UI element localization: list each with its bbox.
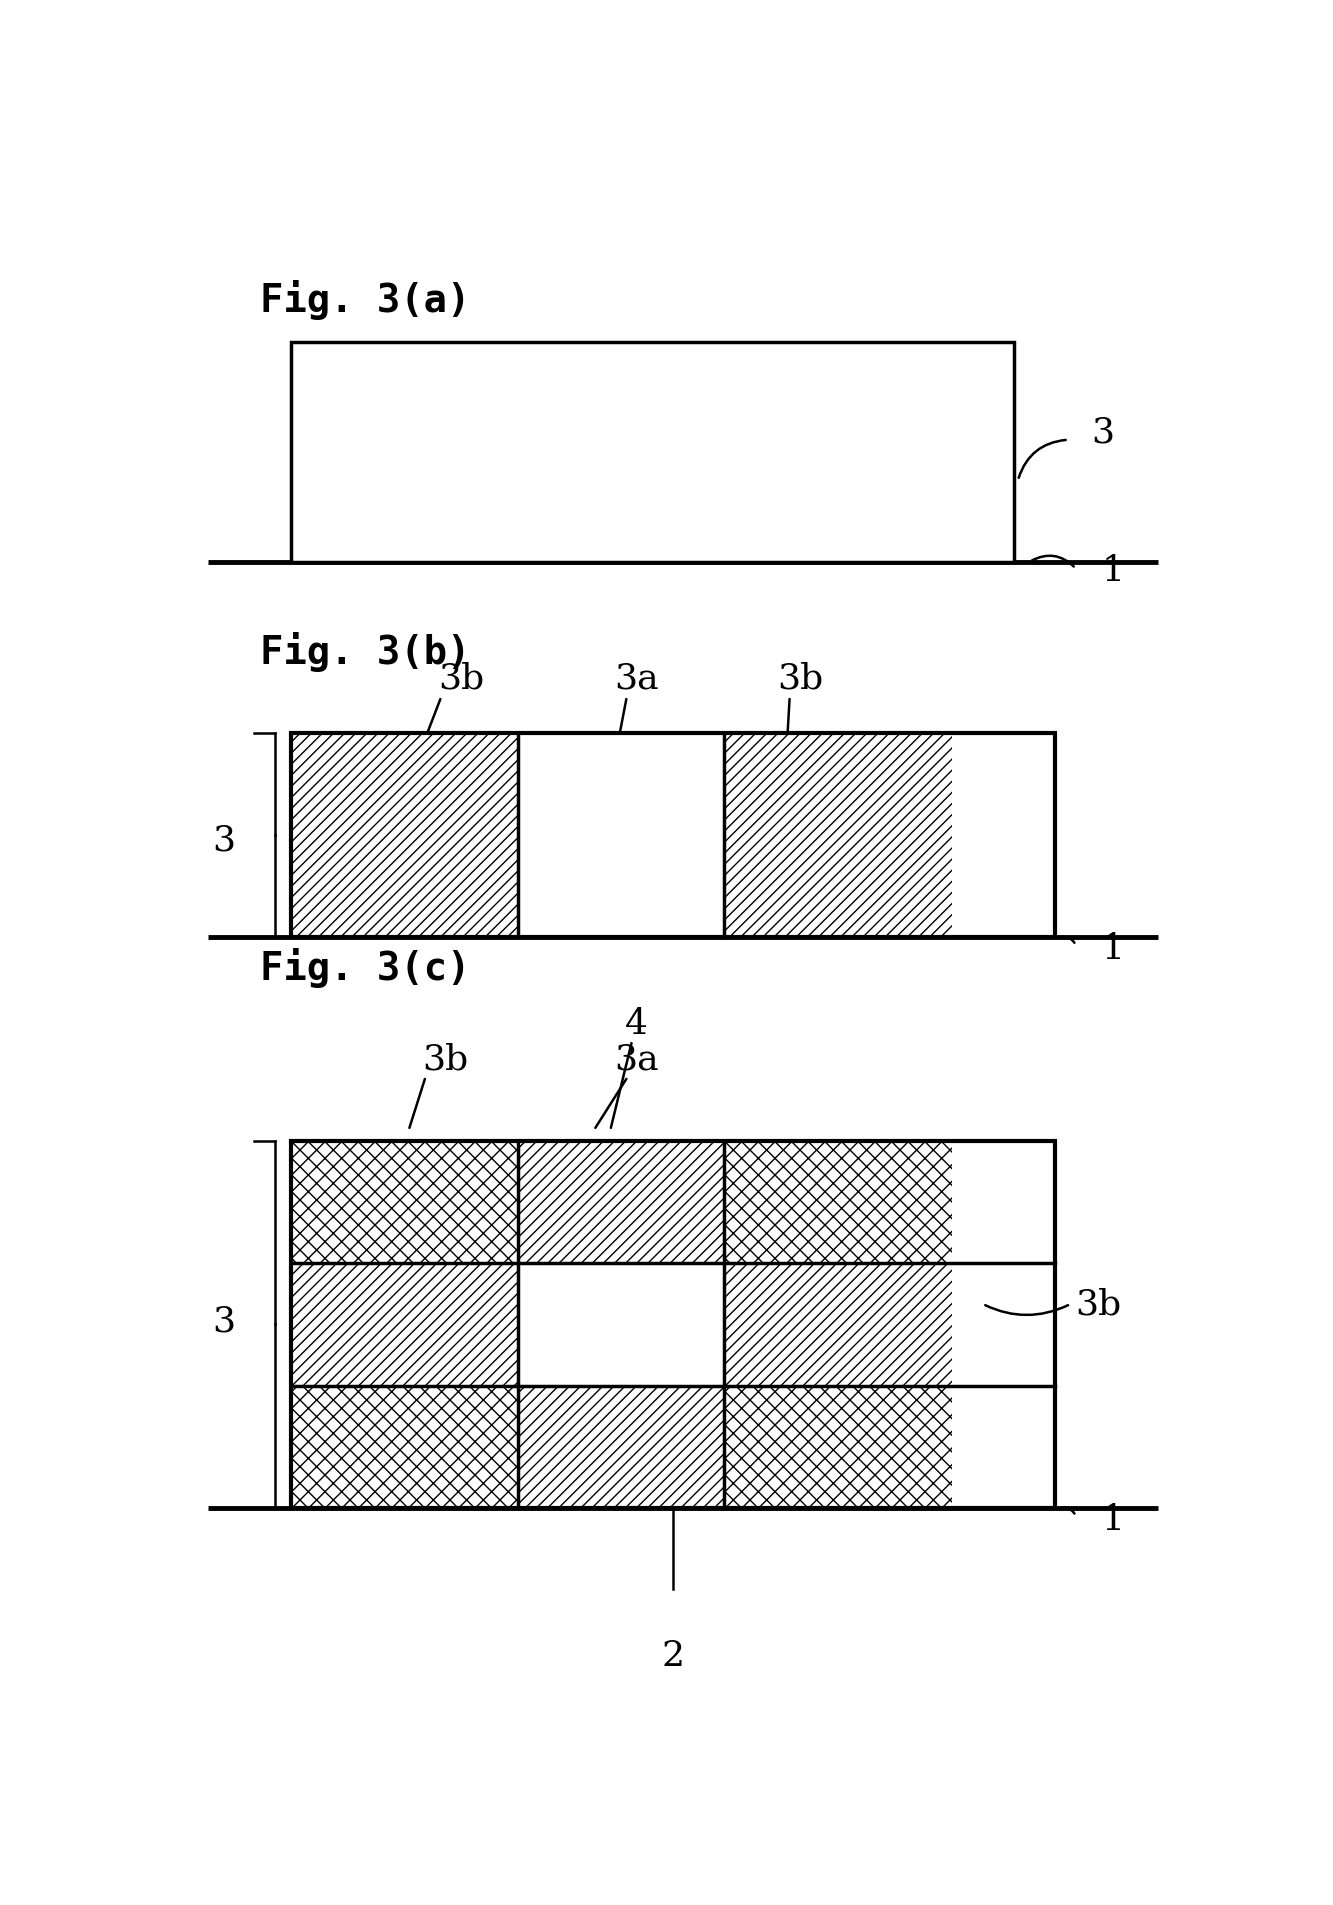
Bar <box>291 1385 517 1509</box>
Text: 3b: 3b <box>423 1042 469 1076</box>
FancyArrowPatch shape <box>1062 1507 1074 1514</box>
Text: Fig. 3(c): Fig. 3(c) <box>260 947 471 987</box>
Text: 2: 2 <box>661 1638 684 1673</box>
Text: 3b: 3b <box>777 661 822 695</box>
Bar <box>291 1141 1056 1509</box>
Bar <box>725 1263 952 1385</box>
Text: 1: 1 <box>1101 554 1125 589</box>
Text: 3a: 3a <box>615 1042 659 1076</box>
Bar <box>725 1385 952 1509</box>
Text: 3: 3 <box>1092 415 1114 450</box>
FancyArrowPatch shape <box>1062 937 1074 943</box>
Text: 3a: 3a <box>615 661 659 695</box>
Bar <box>725 733 952 937</box>
FancyArrowPatch shape <box>1018 440 1065 478</box>
Text: 1: 1 <box>1101 1503 1125 1537</box>
Text: 4: 4 <box>625 1006 648 1040</box>
Text: 1: 1 <box>1101 932 1125 966</box>
Bar <box>291 1263 517 1385</box>
Bar <box>517 1263 725 1385</box>
FancyArrowPatch shape <box>1032 556 1074 568</box>
Bar <box>517 1385 725 1509</box>
Bar <box>517 1141 725 1263</box>
Text: 3b: 3b <box>439 661 484 695</box>
Text: Fig. 3(a): Fig. 3(a) <box>260 280 471 320</box>
Bar <box>291 733 517 937</box>
Bar <box>725 1141 952 1263</box>
Text: 3: 3 <box>212 823 235 857</box>
Text: 3: 3 <box>212 1303 235 1337</box>
Bar <box>291 1141 517 1263</box>
Text: Fig. 3(b): Fig. 3(b) <box>260 632 471 672</box>
FancyArrowPatch shape <box>985 1305 1068 1314</box>
Bar <box>291 343 1013 562</box>
Bar <box>291 733 1056 937</box>
Bar <box>517 733 725 937</box>
Text: 3b: 3b <box>1076 1288 1122 1322</box>
